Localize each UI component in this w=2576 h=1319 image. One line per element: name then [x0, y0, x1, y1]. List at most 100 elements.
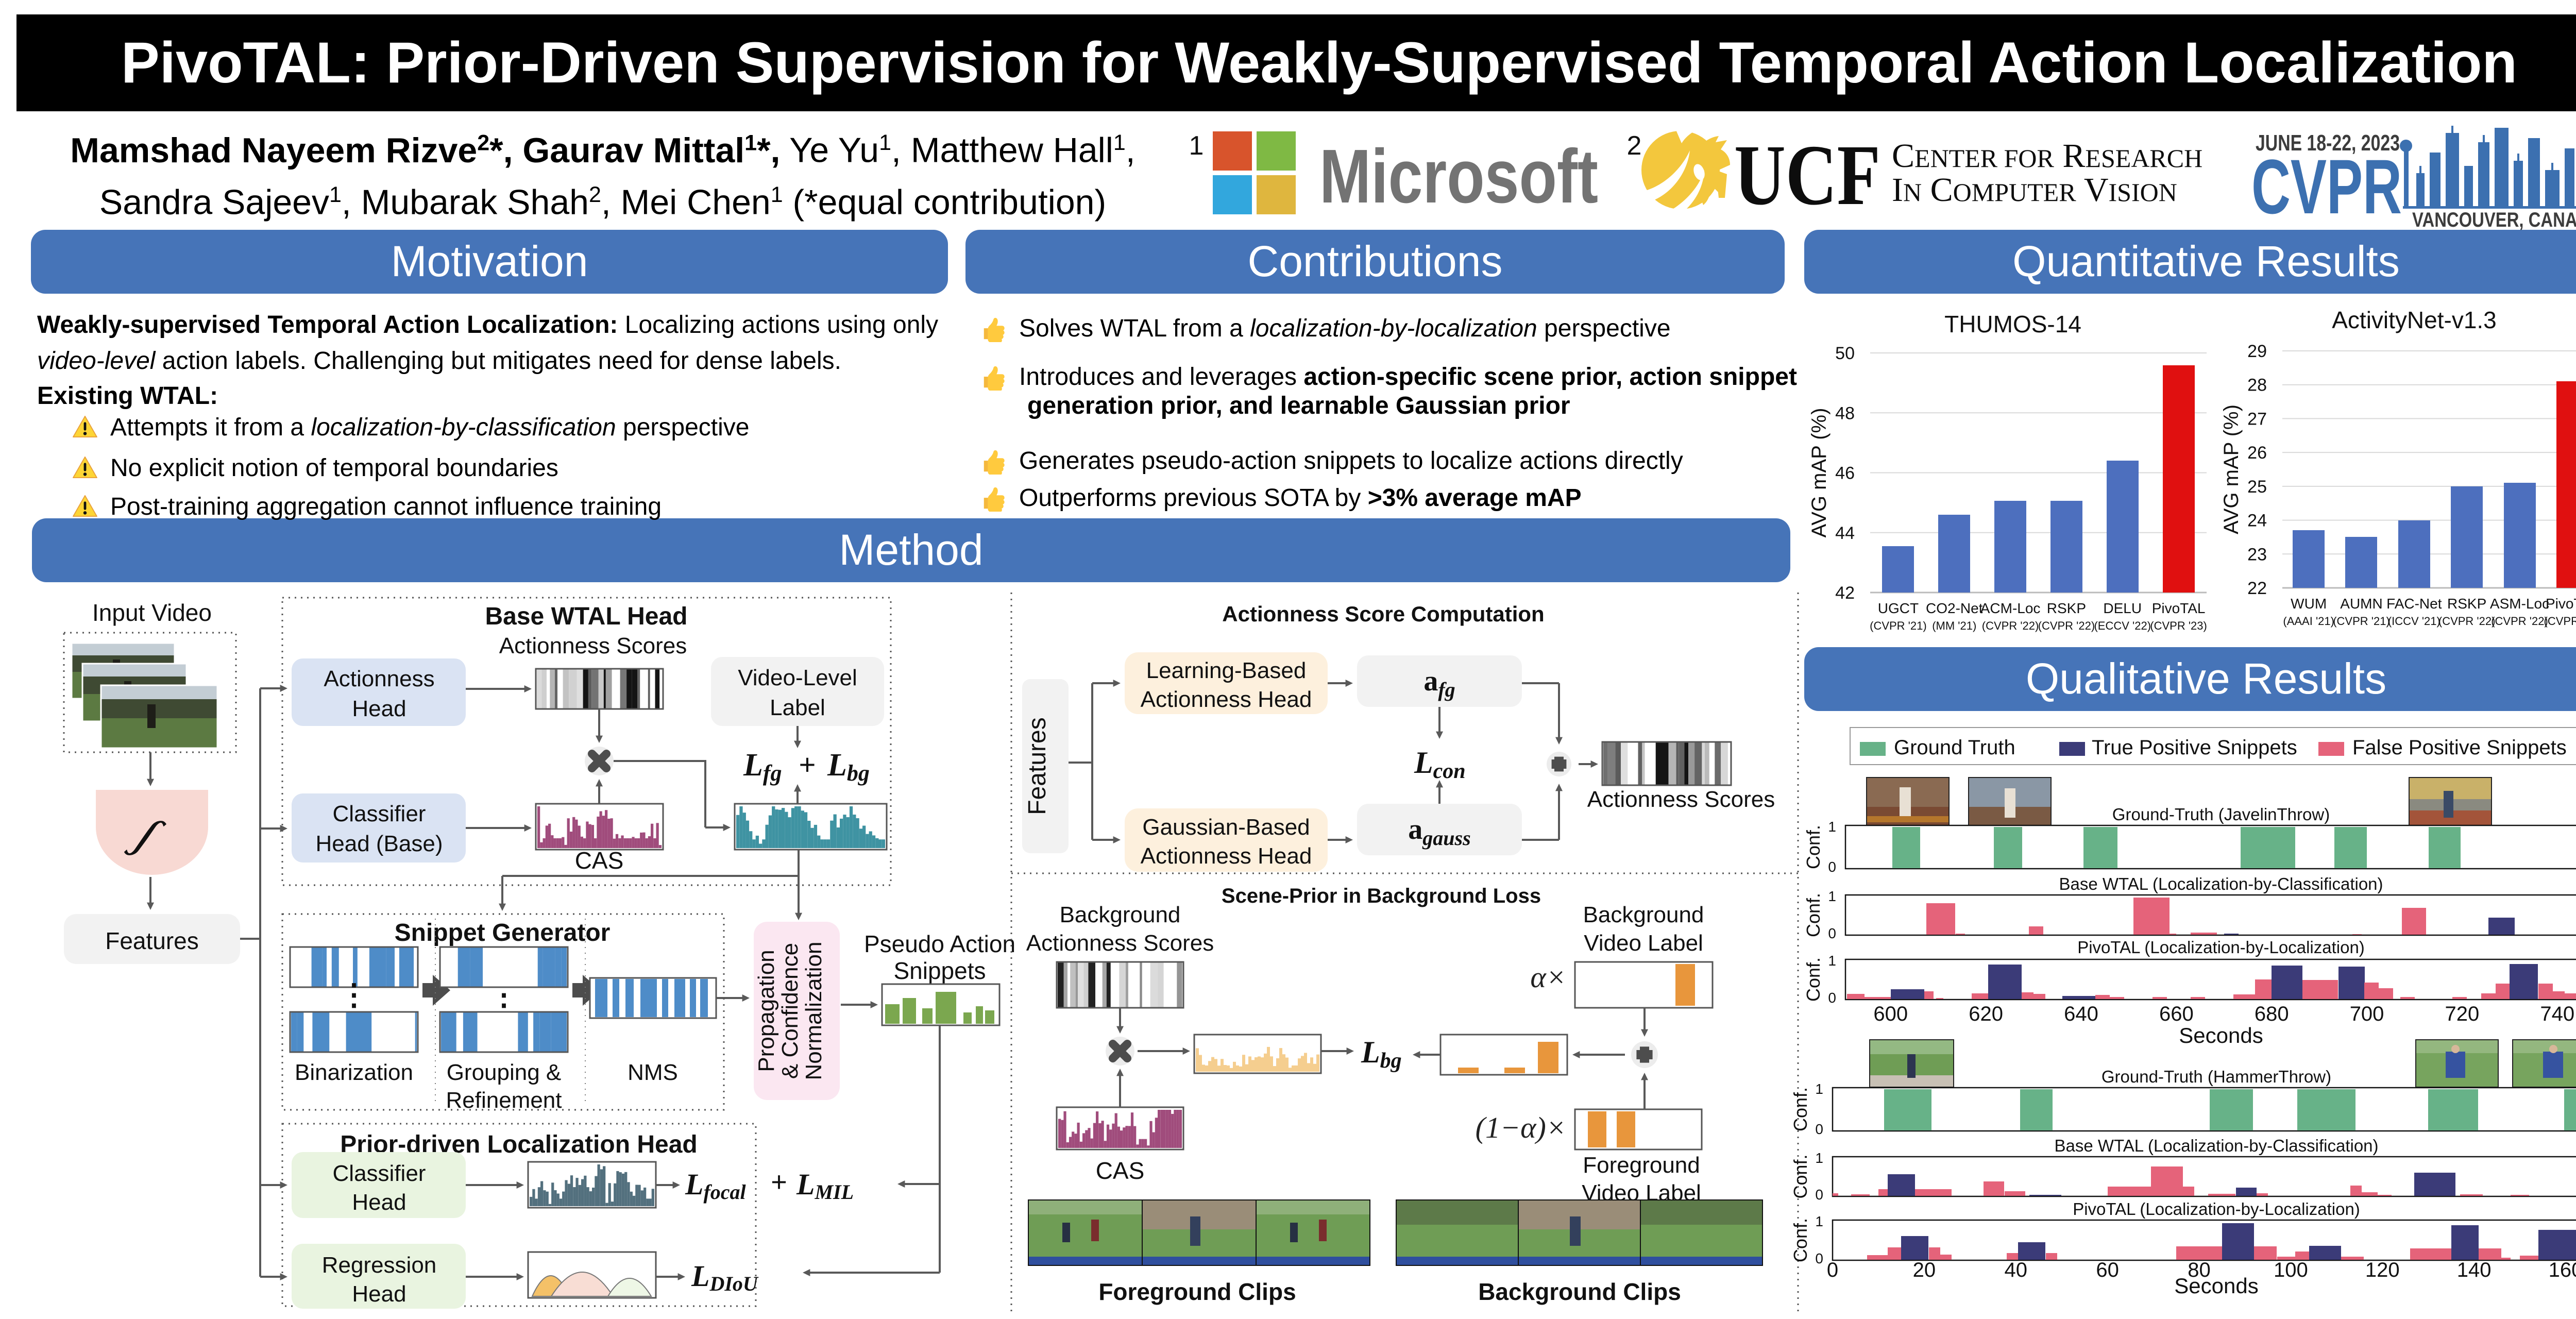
- svg-text:600: 600: [1873, 1003, 1908, 1025]
- svg-text:Conf.: Conf.: [1803, 825, 1824, 869]
- svg-text:Actionness Head: Actionness Head: [1141, 687, 1312, 712]
- svg-text:Features: Features: [1024, 717, 1051, 815]
- svg-text:Video Label: Video Label: [1584, 931, 1703, 956]
- svg-text:Actionness Scores: Actionness Scores: [499, 633, 687, 658]
- svg-text:α×: α×: [1530, 960, 1566, 994]
- svg-text:46: 46: [1835, 464, 1855, 483]
- svg-text:Propagation: Propagation: [754, 950, 779, 1072]
- svg-text:Lfg: Lfg: [743, 748, 782, 786]
- svg-text:23: 23: [2247, 545, 2267, 564]
- svg-text:0: 0: [1815, 1121, 1823, 1137]
- svg-text:720: 720: [2445, 1003, 2480, 1025]
- svg-text:Actionness: Actionness: [324, 666, 434, 691]
- svg-text:CENTER FOR RESEARCH: CENTER FOR RESEARCH: [1892, 137, 2202, 175]
- svg-text:(CVPR '21): (CVPR '21): [1870, 619, 1927, 632]
- svg-text:Features: Features: [105, 927, 199, 954]
- svg-text:CAS: CAS: [1096, 1157, 1145, 1184]
- svg-text:False Positive Snippets: False Positive Snippets: [2352, 736, 2567, 759]
- svg-text:100: 100: [2274, 1259, 2308, 1281]
- svg-text:Ground-Truth (JavelinThrow): Ground-Truth (JavelinThrow): [2112, 805, 2330, 824]
- svg-text:PivoTAL (Localization-by-Local: PivoTAL (Localization-by-Localization): [2077, 938, 2365, 957]
- svg-text:ActivityNet-v1.3: ActivityNet-v1.3: [2332, 307, 2497, 333]
- svg-text:1: 1: [1189, 131, 1204, 161]
- svg-text:Label: Label: [770, 695, 825, 720]
- svg-text:Foreground Clips: Foreground Clips: [1098, 1278, 1296, 1305]
- svg-text:Lcon: Lcon: [1414, 746, 1466, 783]
- svg-text:WUM: WUM: [2291, 596, 2327, 612]
- svg-text:Background: Background: [1583, 902, 1704, 927]
- svg-text:Head: Head: [352, 696, 406, 721]
- svg-text:120: 120: [2365, 1259, 2400, 1281]
- svg-text:1: 1: [1815, 1081, 1823, 1097]
- svg-text:JUNE 18-22, 2023: JUNE 18-22, 2023: [2256, 130, 2400, 156]
- svg-text:(ECCV '22): (ECCV '22): [2094, 619, 2151, 632]
- svg-text:Conf.: Conf.: [1803, 957, 1824, 1002]
- svg-text:2: 2: [1627, 131, 1642, 161]
- svg-text:Actionness Scores: Actionness Scores: [1587, 787, 1775, 812]
- svg-text:Regression: Regression: [322, 1253, 437, 1278]
- svg-text:Lbg: Lbg: [827, 748, 870, 786]
- svg-text:PivoTAL (Localization-by-Local: PivoTAL (Localization-by-Localization): [2073, 1199, 2360, 1219]
- svg-text:Lbg: Lbg: [1361, 1035, 1402, 1073]
- svg-text:29: 29: [2247, 342, 2267, 361]
- svg-text:afg: afg: [1423, 665, 1455, 701]
- svg-text:40: 40: [2004, 1259, 2027, 1281]
- svg-text:LMIL: LMIL: [796, 1168, 854, 1204]
- svg-text:Classifier: Classifier: [333, 801, 426, 826]
- svg-text:1: 1: [1828, 953, 1836, 969]
- svg-text:25: 25: [2247, 477, 2267, 497]
- svg-text:Conf.: Conf.: [1790, 1087, 1811, 1131]
- svg-text:22: 22: [2247, 579, 2267, 598]
- svg-text:AVG mAP (%): AVG mAP (%): [2220, 404, 2243, 534]
- svg-text:Seconds: Seconds: [2179, 1023, 2263, 1047]
- svg-text:Foreground: Foreground: [1583, 1153, 1700, 1178]
- svg-text:(ICCV '21): (ICCV '21): [2388, 615, 2441, 628]
- svg-text:ASM-Loc: ASM-Loc: [2490, 596, 2549, 612]
- svg-text:CVPR: CVPR: [2251, 143, 2402, 230]
- svg-text:AVG mAP (%): AVG mAP (%): [1808, 408, 1831, 538]
- svg-text:True Positive Snippets: True Positive Snippets: [2092, 736, 2297, 759]
- svg-text:Seconds: Seconds: [2174, 1274, 2258, 1298]
- svg-text:(CVPR '22): (CVPR '22): [2038, 619, 2095, 632]
- svg-text:28: 28: [2247, 376, 2267, 395]
- svg-text:Conf.: Conf.: [1790, 1218, 1811, 1262]
- svg-text:Background: Background: [1060, 902, 1181, 927]
- svg-text:60: 60: [2096, 1259, 2119, 1281]
- svg-text:(CVPR '23): (CVPR '23): [2150, 619, 2207, 632]
- svg-text:Microsoft: Microsoft: [1319, 134, 1598, 219]
- svg-text:(CVPR '21): (CVPR '21): [2333, 615, 2390, 628]
- svg-text:Lfocal: Lfocal: [685, 1168, 747, 1204]
- svg-text:(CVPR '22): (CVPR '22): [2438, 615, 2496, 628]
- svg-text:VANCOUVER, CANADA: VANCOUVER, CANADA: [2412, 209, 2576, 231]
- svg-text:620: 620: [1969, 1003, 2003, 1025]
- svg-text:Snippets: Snippets: [893, 957, 986, 984]
- svg-text:RSKP: RSKP: [2447, 596, 2486, 612]
- svg-text:Conf.: Conf.: [1803, 893, 1824, 937]
- svg-text:26: 26: [2247, 443, 2267, 463]
- svg-text:0: 0: [1815, 1187, 1823, 1203]
- svg-text:LDIoU: LDIoU: [691, 1259, 759, 1295]
- svg-text:PivoTAL: PivoTAL: [2546, 596, 2576, 612]
- svg-text:27: 27: [2247, 409, 2267, 429]
- svg-text:660: 660: [2159, 1003, 2194, 1025]
- svg-text:DELU: DELU: [2103, 600, 2142, 616]
- svg-text:1: 1: [1828, 819, 1836, 835]
- svg-text:(CVPR '22): (CVPR '22): [2491, 615, 2548, 628]
- svg-text:+: +: [771, 1166, 787, 1197]
- svg-text:(AAAI '21): (AAAI '21): [2283, 615, 2334, 628]
- svg-text:THUMOS-14: THUMOS-14: [1944, 311, 2081, 337]
- svg-text:Head: Head: [352, 1190, 406, 1215]
- svg-text:Binarization: Binarization: [295, 1060, 413, 1085]
- svg-text:740: 740: [2540, 1003, 2574, 1025]
- svg-text:Ground Truth: Ground Truth: [1894, 736, 2015, 759]
- svg-text:20: 20: [1913, 1259, 1936, 1281]
- svg-text:IN COMPUTER VISION: IN COMPUTER VISION: [1892, 171, 2177, 209]
- svg-text:0: 0: [1815, 1250, 1823, 1266]
- svg-text:(1−α)×: (1−α)×: [1476, 1111, 1566, 1144]
- svg-text:Background Clips: Background Clips: [1478, 1278, 1681, 1305]
- svg-text:Grouping &: Grouping &: [447, 1060, 562, 1085]
- svg-text:Head (Base): Head (Base): [315, 831, 443, 856]
- svg-text:1: 1: [1815, 1213, 1823, 1229]
- svg-text:1: 1: [1828, 888, 1836, 904]
- svg-text:FAC-Net: FAC-Net: [2386, 596, 2442, 612]
